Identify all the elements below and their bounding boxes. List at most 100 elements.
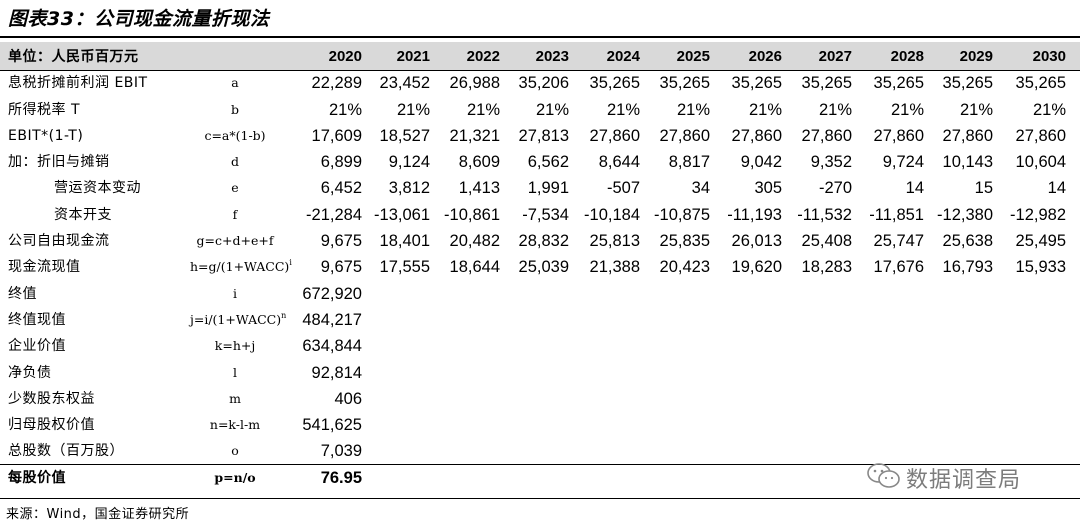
title-divider [0, 36, 1080, 38]
year-header: 2029 [959, 48, 993, 65]
year-header: 2026 [748, 48, 782, 65]
value-cell: 484,217 [302, 310, 362, 329]
value-cell: 21% [396, 100, 430, 119]
value-cell: 15 [974, 179, 993, 198]
value-cell: 9,042 [740, 153, 782, 172]
row-formula: j=i/(1+WACC)n [190, 310, 287, 327]
value-cell: 15,933 [1015, 258, 1066, 277]
value-cell: -11,851 [869, 205, 924, 224]
value-cell: 21% [676, 100, 710, 119]
value-cell: 26,988 [449, 74, 500, 93]
value-cell: 27,860 [731, 126, 782, 145]
value-cell: 21% [959, 100, 993, 119]
value-cell: -11,532 [797, 205, 852, 224]
row-label: 公司自由现金流 [8, 233, 110, 250]
summary-divider [0, 463, 1080, 465]
value-cell: 25,835 [659, 232, 710, 251]
value-cell: -270 [818, 179, 852, 198]
value-cell: 35,265 [659, 74, 710, 93]
unit-label: 单位：人民币百万元 [8, 49, 139, 65]
value-cell: 6,899 [320, 153, 362, 172]
value-cell: 406 [334, 389, 362, 408]
row-label: 资本开支 [54, 206, 112, 223]
row-label: 息税折摊前利润 EBIT [8, 75, 148, 92]
footer-divider [0, 498, 1080, 499]
value-cell: 1,991 [527, 179, 569, 198]
table-row: 公司自由现金流 g=c+d+e+f 9,675 18,401 20,482 28,832 2… [0, 228, 1080, 254]
table-row: 净负债 l 92,814 [0, 360, 1080, 386]
value-cell: 35,265 [801, 74, 852, 93]
value-cell: 25,638 [942, 232, 993, 251]
header-background [0, 42, 1080, 70]
value-cell: 10,143 [942, 153, 993, 172]
value-cell: 8,644 [598, 153, 640, 172]
row-formula: e [231, 180, 239, 196]
row-formula: l [233, 364, 237, 380]
value-cell: 21% [818, 100, 852, 119]
value-cell: 21,388 [589, 258, 640, 277]
value-cell: 35,206 [518, 74, 569, 93]
value-cell: 27,860 [801, 126, 852, 145]
value-cell: 76.95 [320, 468, 362, 487]
year-header: 2028 [890, 48, 924, 65]
value-cell: 25,408 [801, 232, 852, 251]
value-cell: 9,675 [320, 258, 362, 277]
value-cell: 18,283 [801, 258, 852, 277]
row-label: 企业价值 [8, 338, 66, 355]
value-cell: 25,495 [1015, 232, 1066, 251]
row-formula: i [233, 285, 237, 301]
value-cell: 672,920 [302, 284, 362, 303]
watermark-text: 数据调查局 [906, 468, 1022, 493]
value-cell: 18,401 [379, 232, 430, 251]
year-header: 2025 [676, 48, 710, 65]
row-label: 终值 [8, 285, 37, 302]
value-cell: 22,289 [311, 74, 362, 93]
value-cell: 17,555 [379, 258, 430, 277]
row-label: 终值现值 [8, 311, 66, 328]
value-cell: 21% [535, 100, 569, 119]
value-cell: 27,860 [1015, 126, 1066, 145]
value-cell: 6,562 [527, 153, 569, 172]
row-formula: b [230, 101, 239, 117]
row-formula: m [229, 390, 241, 406]
table-row: 加：折旧与摊销 d 6,899 9,124 8,609 6,562 8,644 8,817 9,… [0, 149, 1080, 175]
table-row: 每股价值 p=n/o 76.95 [0, 463, 1080, 491]
value-cell: 305 [754, 179, 782, 198]
value-cell: 17,676 [873, 258, 924, 277]
table-row: 营运资本变动 e 6,452 3,812 1,413 1,991 -507 34 305 -270… [0, 175, 1080, 201]
table-row: 少数股东权益 m 406 [0, 386, 1080, 412]
figure-title: 图表33：公司现金流量折现法 [8, 8, 270, 30]
table-row: 所得税率 T b 21% 21% 21% 21% 21% 21% 21% 21% 21% 21% 21% [0, 97, 1080, 123]
value-cell: 35,265 [589, 74, 640, 93]
value-cell: 541,625 [302, 416, 362, 435]
value-cell: 23,452 [379, 74, 430, 93]
value-cell: 27,813 [518, 126, 569, 145]
row-label: 净负债 [8, 364, 52, 381]
row-formula: k=h+j [214, 338, 256, 354]
table-row: 资本开支 f -21,284 -13,061 -10,861 -7,534 -10,184-… [0, 202, 1080, 228]
value-cell: 21% [328, 100, 362, 119]
row-label: 加：折旧与摊销 [8, 154, 110, 171]
formula-superscript: n [281, 310, 287, 320]
row-label: 归母股权价值 [8, 417, 95, 434]
row-formula: f [232, 206, 238, 222]
row-formula: d [230, 154, 239, 170]
value-cell: -7,534 [522, 205, 569, 224]
table-row: EBIT*(1-T) c=a*(1-b) 17,609 18,527 21,321 27,… [0, 123, 1080, 149]
value-cell: 21% [606, 100, 640, 119]
row-label: 现金流现值 [8, 259, 81, 276]
value-cell: 21% [1032, 100, 1066, 119]
value-cell: 19,620 [731, 258, 782, 277]
row-formula: c=a*(1-b) [204, 127, 266, 143]
value-cell: -13,061 [374, 205, 430, 224]
row-label: 总股数（百万股） [8, 443, 124, 460]
value-cell: -507 [606, 179, 640, 198]
value-cell: -11,193 [727, 205, 782, 224]
row-label: 每股价值 [8, 469, 66, 486]
value-cell: 3,812 [388, 179, 430, 198]
value-cell: 21% [748, 100, 782, 119]
value-cell: 7,039 [320, 442, 362, 461]
row-label: 少数股东权益 [8, 390, 95, 407]
row-formula: h=g/(1+WACC)i [190, 258, 292, 275]
value-cell: 6,452 [320, 179, 362, 198]
